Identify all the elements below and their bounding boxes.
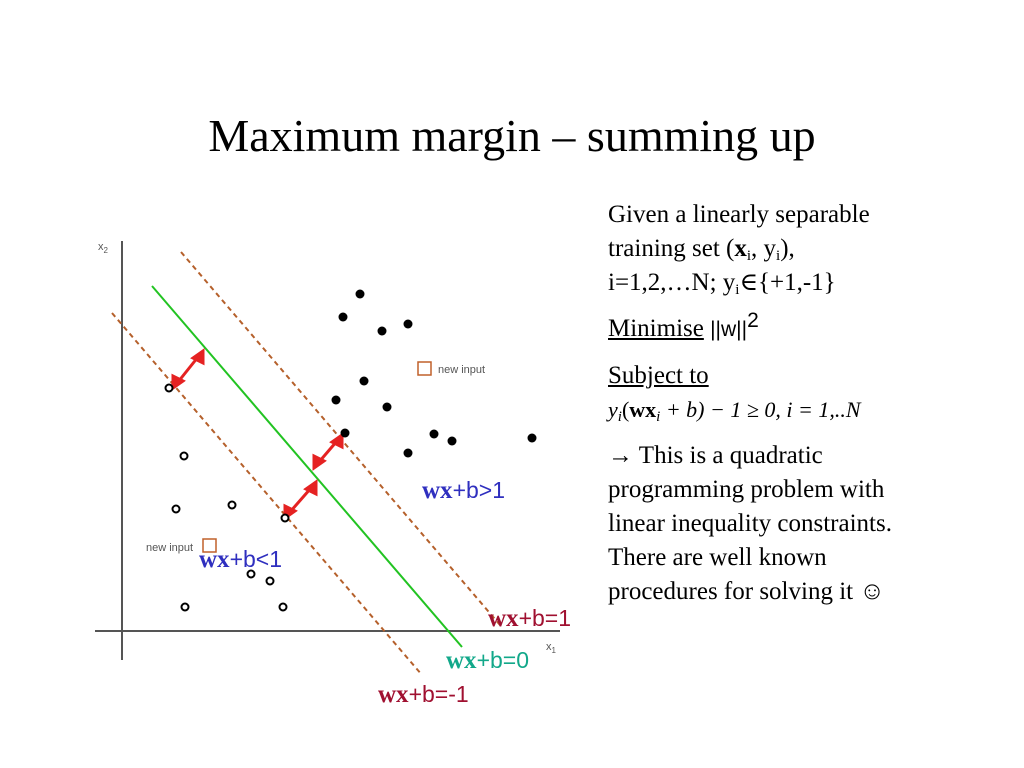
negative-points [164,383,290,612]
label-margin-minus1: wx+b=-1 [378,681,469,708]
new-input-label-left: new input [146,542,193,554]
margin-arrows [171,348,344,521]
point-negative [278,602,288,612]
conclusion: → This is a quadratic programming proble… [608,442,892,605]
positive-points [331,289,537,458]
point-negative [246,569,256,579]
minimise-expression: ||w|| [710,318,748,341]
arrow-icon: → [608,442,633,469]
slide-title: Maximum margin – summing up [208,110,816,161]
point-negative [171,504,181,514]
minimise-label: Minimise [608,315,704,342]
point-positive [527,433,537,443]
smiley-icon: ☺ [859,578,885,605]
point-positive [355,289,365,299]
point-positive [377,326,387,336]
constraint-formula: yi(wxi + b) − 1 ≥ 0, i = 1,..N [608,397,861,425]
hyperplane-line [151,285,463,648]
point-positive [359,376,369,386]
point-positive [429,429,439,439]
point-positive [403,448,413,458]
point-positive [447,436,457,446]
subject-label: Subject to [608,362,709,389]
given-statement: Given a linearly separable training set … [608,201,870,298]
point-negative [164,383,174,393]
point-positive [382,402,392,412]
point-negative [265,576,275,586]
point-positive [338,312,348,322]
point-positive [331,395,341,405]
point-positive [403,319,413,329]
axis-x-label: x1 [546,641,557,655]
text-panel: Given a linearly separable training set … [608,198,1018,609]
label-hyperplane: wx+b=0 [446,647,529,674]
margin-line-minus1 [111,312,423,676]
label-negative-region: wx+b<1 [199,546,282,573]
label-positive-region: wx+b>1 [422,477,505,504]
axis-y-label: x2 [98,241,109,255]
point-negative [179,451,189,461]
minimise-statement: Minimise ||w||2 [608,309,759,342]
new-input-box-right [417,361,432,376]
label-margin-plus1: wx+b=1 [488,605,571,632]
new-input-box-left [202,538,217,553]
point-negative [280,513,290,523]
point-negative [227,500,237,510]
new-input-label-right: new input [438,364,485,376]
point-positive [340,428,350,438]
point-negative [180,602,190,612]
